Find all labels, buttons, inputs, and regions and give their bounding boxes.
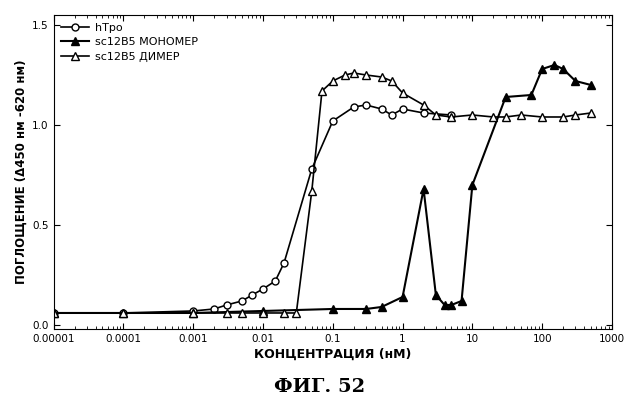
sc12B5 МОНОМЕР — [399, 294, 406, 299]
hTpo — [120, 310, 127, 315]
sc12B5 ДИМЕР — [292, 310, 300, 315]
sc12B5 ДИМЕР — [572, 112, 579, 117]
sc12B5 МОНОМЕР — [378, 304, 385, 309]
sc12B5 ДИМЕР — [223, 310, 230, 315]
sc12B5 МОНОМЕР — [420, 186, 428, 191]
Text: ФИГ. 52: ФИГ. 52 — [275, 378, 365, 396]
sc12B5 МОНОМЕР — [502, 94, 509, 99]
sc12B5 ДИМЕР — [120, 310, 127, 315]
Y-axis label: ПОГЛОЩЕНИЕ (Δ450 нм -620 нм): ПОГЛОЩЕНИЕ (Δ450 нм -620 нм) — [15, 60, 28, 284]
hTpo — [378, 106, 385, 111]
hTpo — [308, 166, 316, 171]
sc12B5 МОНОМЕР — [527, 92, 535, 97]
sc12B5 МОНОМЕР — [559, 66, 567, 71]
hTpo — [211, 306, 218, 311]
sc12B5 МОНОМЕР — [50, 310, 58, 315]
Legend: hTpo, sc12B5 МОНОМЕР, sc12B5 ДИМЕР: hTpo, sc12B5 МОНОМЕР, sc12B5 ДИМЕР — [60, 20, 200, 64]
sc12B5 ДИМЕР — [259, 310, 267, 315]
Line: hTpo: hTpo — [50, 102, 455, 316]
Line: sc12B5 МОНОМЕР: sc12B5 МОНОМЕР — [49, 61, 595, 317]
hTpo — [238, 298, 246, 303]
sc12B5 МОНОМЕР — [120, 310, 127, 315]
hTpo — [248, 292, 256, 297]
sc12B5 ДИМЕР — [587, 110, 595, 115]
hTpo — [388, 112, 396, 117]
sc12B5 МОНОМЕР — [468, 182, 476, 187]
hTpo — [362, 102, 370, 107]
sc12B5 МОНОМЕР — [572, 78, 579, 83]
sc12B5 МОНОМЕР — [441, 302, 449, 307]
sc12B5 ДИМЕР — [490, 114, 497, 119]
sc12B5 МОНОМЕР — [587, 82, 595, 87]
hTpo — [280, 260, 288, 265]
sc12B5 ДИМЕР — [329, 78, 337, 83]
sc12B5 МОНОМЕР — [189, 310, 197, 315]
hTpo — [350, 104, 358, 109]
sc12B5 ДИМЕР — [378, 74, 385, 79]
sc12B5 ДИМЕР — [189, 310, 197, 315]
sc12B5 МОНОМЕР — [458, 298, 465, 303]
sc12B5 ДИМЕР — [447, 114, 455, 119]
sc12B5 МОНОМЕР — [362, 306, 370, 311]
hTpo — [399, 106, 406, 111]
sc12B5 ДИМЕР — [50, 310, 58, 315]
sc12B5 ДИМЕР — [388, 78, 396, 83]
sc12B5 ДИМЕР — [420, 102, 428, 107]
hTpo — [223, 302, 230, 307]
sc12B5 ДИМЕР — [517, 112, 525, 117]
hTpo — [329, 118, 337, 123]
sc12B5 МОНОМЕР — [447, 302, 455, 307]
sc12B5 ДИМЕР — [502, 114, 509, 119]
sc12B5 ДИМЕР — [280, 310, 288, 315]
hTpo — [447, 112, 455, 117]
sc12B5 ДИМЕР — [432, 112, 440, 117]
sc12B5 ДИМЕР — [538, 114, 546, 119]
sc12B5 ДИМЕР — [468, 112, 476, 117]
hTpo — [189, 308, 197, 313]
hTpo — [271, 278, 279, 283]
sc12B5 ДИМЕР — [238, 310, 246, 315]
hTpo — [420, 110, 428, 115]
sc12B5 МОНОМЕР — [432, 292, 440, 297]
sc12B5 МОНОМЕР — [259, 308, 267, 313]
hTpo — [50, 310, 58, 315]
sc12B5 ДИМЕР — [399, 90, 406, 95]
sc12B5 МОНОМЕР — [329, 306, 337, 311]
sc12B5 ДИМЕР — [341, 72, 349, 77]
sc12B5 ДИМЕР — [318, 88, 326, 93]
sc12B5 МОНОМЕР — [538, 66, 546, 71]
Line: sc12B5 ДИМЕР: sc12B5 ДИМЕР — [49, 69, 595, 317]
X-axis label: КОНЦЕНТРАЦИЯ (нМ): КОНЦЕНТРАЦИЯ (нМ) — [254, 348, 412, 361]
sc12B5 ДИМЕР — [350, 70, 358, 75]
sc12B5 ДИМЕР — [308, 188, 316, 193]
sc12B5 МОНОМЕР — [550, 62, 558, 67]
sc12B5 ДИМЕР — [362, 72, 370, 77]
sc12B5 ДИМЕР — [559, 114, 567, 119]
hTpo — [259, 286, 267, 291]
